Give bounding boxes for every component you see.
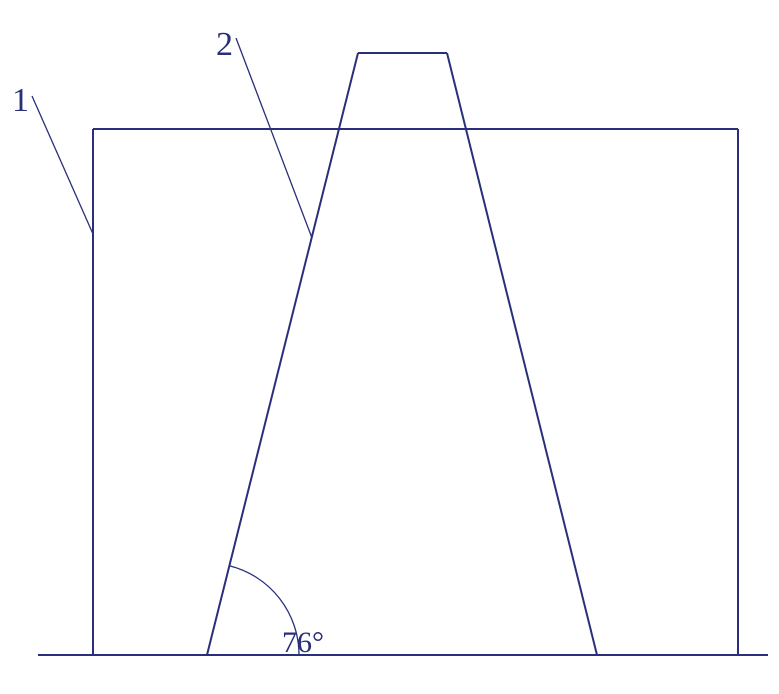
leader-line-2: [236, 38, 312, 238]
angle-label: 76°: [282, 628, 324, 658]
ref-label-1: 1: [12, 84, 29, 118]
trapezoid-right-side: [447, 53, 597, 655]
leader-line-1: [32, 96, 93, 234]
ref-label-2: 2: [216, 28, 233, 62]
trapezoid-left-side: [207, 53, 358, 655]
diagram-svg: [0, 0, 779, 694]
